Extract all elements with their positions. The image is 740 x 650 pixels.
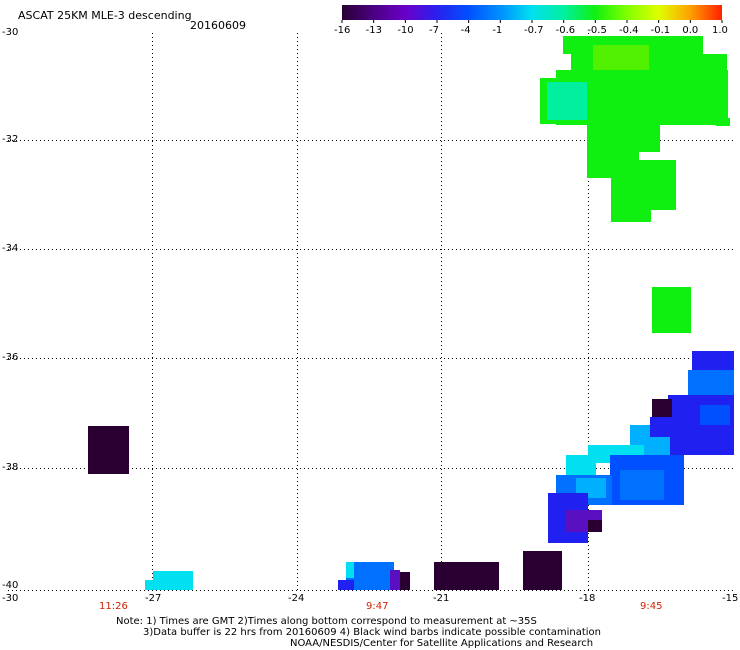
note-line-3: NOAA/NESDIS/Center for Satellite Applica… (290, 638, 594, 649)
data-cell (145, 580, 155, 590)
map-date: 20160609 (190, 19, 246, 32)
colorbar-tick-label: -4 (460, 25, 471, 36)
data-cell (338, 580, 354, 590)
colorbar-tick-label: 1.0 (712, 25, 728, 36)
colorbar-tick-label: -0.1 (650, 25, 671, 36)
note-line-1: Note: 1) Times are GMT 2)Times along bot… (116, 616, 537, 627)
colorbar-tick-label: -1 (492, 25, 503, 36)
colorbar-tick-label: -16 (334, 25, 351, 36)
data-cell (153, 571, 193, 590)
data-cell (620, 470, 664, 500)
colorbar-tick-label: -0.5 (587, 25, 607, 36)
data-cell (88, 426, 129, 474)
lat-label: -30 (2, 27, 19, 38)
data-cell (547, 82, 587, 120)
map-title: ASCAT 25KM MLE-3 descending (18, 9, 192, 22)
data-cell (587, 125, 660, 152)
colorbar-tick-label: -0.6 (555, 25, 576, 36)
data-cell (611, 205, 651, 222)
lat-label: -38 (2, 462, 19, 473)
data-cell (700, 405, 730, 425)
data-cell (652, 287, 691, 333)
colorbar-tick-label: -0.4 (619, 25, 639, 36)
data-cell (611, 160, 676, 210)
lat-label: -34 (2, 243, 19, 254)
time-label: 9:45 (640, 601, 663, 612)
lon-label: -27 (145, 593, 162, 604)
lat-label: -32 (2, 134, 19, 145)
note-line-2: 3)Data buffer is 22 hrs from 20160609 4)… (143, 627, 601, 638)
data-cell (593, 45, 649, 73)
colorbar-tick-label: -10 (397, 25, 414, 36)
data-cell (400, 572, 410, 590)
lon-label: -18 (579, 593, 596, 604)
colorbar-gradient (342, 5, 722, 20)
colorbar-tick-label: 0.0 (682, 25, 699, 36)
wind-data-cells (88, 36, 734, 590)
colorbar (341, 5, 723, 23)
colorbar-tick-label: -13 (365, 25, 382, 36)
data-cell (346, 562, 354, 578)
lon-label: -30 (2, 593, 19, 604)
data-cell (434, 562, 499, 590)
lon-label: -21 (433, 593, 450, 604)
time-label: 9:47 (366, 601, 389, 612)
data-cell (588, 520, 602, 532)
data-cell (652, 399, 672, 417)
lat-label: -36 (2, 352, 19, 363)
data-cell (692, 351, 734, 371)
lon-label: -24 (288, 593, 305, 604)
data-cell (650, 417, 680, 437)
data-cell (716, 118, 730, 126)
lat-label: -40 (2, 580, 19, 591)
data-cell (523, 551, 562, 590)
colorbar-tick-label: -0.7 (524, 25, 544, 36)
data-cell (566, 455, 596, 475)
colorbar-tick-label: -7 (429, 25, 439, 36)
time-label: 11:26 (99, 601, 128, 612)
lon-label: -15 (722, 593, 739, 604)
data-cell (390, 570, 400, 590)
